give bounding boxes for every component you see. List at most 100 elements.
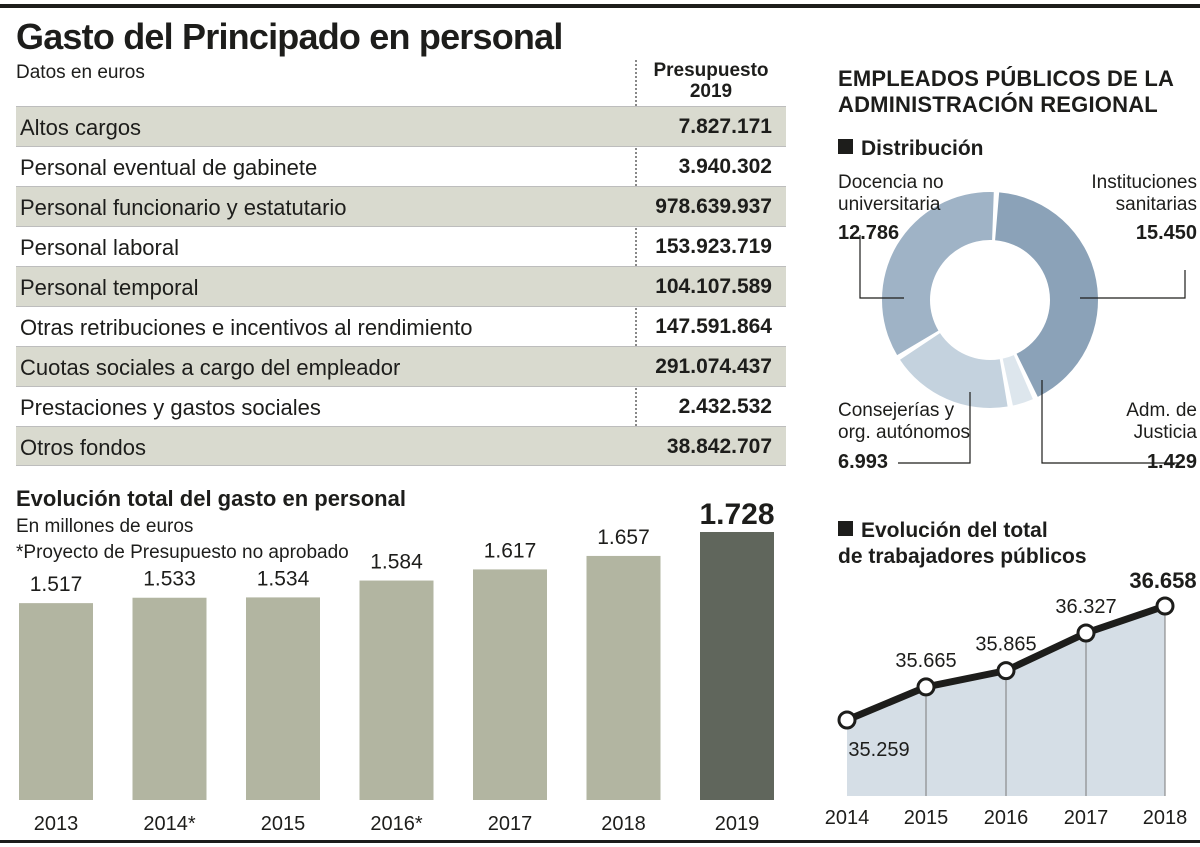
table-row: Otras retribuciones e incentivos al rend… <box>16 306 786 346</box>
table-row: Cuotas sociales a cargo del empleador 291… <box>16 346 786 386</box>
table-row: Altos cargos 7.827.171 <box>16 106 786 146</box>
year-label: 2018 <box>1143 807 1188 829</box>
bar <box>700 532 774 800</box>
bar-chart-title: Evolución total del gasto en personal <box>16 486 406 511</box>
leader-line <box>1080 270 1186 299</box>
bar <box>359 580 434 800</box>
trend-title-line1: Evolución del total <box>861 519 1048 542</box>
leader-line <box>1041 380 1180 464</box>
table-row: Personal laboral 153.923.719 <box>16 226 786 266</box>
bar-category-label: 2019 <box>715 813 760 835</box>
bar-value-label: 1.534 <box>257 567 310 590</box>
square-bullet-icon <box>838 139 853 154</box>
bar-value-label: 1.533 <box>143 568 196 591</box>
table-row: Personal temporal 104.107.589 <box>16 266 786 306</box>
year-label: 2017 <box>1064 807 1109 829</box>
donut-label-line: Consejerías y <box>838 400 955 421</box>
donut-slice-justicia <box>1002 355 1033 406</box>
row-label: Altos cargos <box>20 115 142 140</box>
row-label: Otras retribuciones e incentivos al rend… <box>20 315 473 340</box>
bar <box>246 597 320 800</box>
row-label: Personal eventual de gabinete <box>20 155 318 180</box>
year-label: 2015 <box>904 807 949 829</box>
donut-label: Consejerías y org. autónomos <box>838 400 970 444</box>
bar-value-label: 1.617 <box>484 539 537 562</box>
table-column-header: Presupuesto 2019 <box>636 60 786 102</box>
donut-slice-consejerias <box>900 333 1008 408</box>
data-point <box>916 677 936 697</box>
donut-label-line: Docencia no <box>838 172 944 193</box>
point-value-label: 35.865 <box>975 634 1036 656</box>
bar-category-label: 2015 <box>261 813 306 835</box>
leader-line <box>859 235 904 299</box>
row-value: 153.923.719 <box>655 235 772 258</box>
bar-value-label: 1.728 <box>699 498 774 531</box>
expense-table: Altos cargos 7.827.171 Personal eventual d… <box>16 106 786 466</box>
bar <box>132 597 207 800</box>
donut-label-line: Instituciones <box>1091 172 1197 193</box>
donut-slice-sanitarias <box>995 192 1098 397</box>
bar-chart: 1.517 2013 1.533 2014* 1.534 2015 1.584 2016* 1.… <box>19 498 775 835</box>
row-value: 291.074.437 <box>655 355 772 378</box>
bar-value-label: 1.584 <box>370 551 423 574</box>
row-value: 7.827.171 <box>678 115 772 138</box>
donut-slice-docencia <box>882 192 994 356</box>
donut-label-line: org. autónomos <box>838 422 971 443</box>
table-row: Prestaciones y gastos sociales 2.432.532 <box>16 386 786 426</box>
row-label: Otros fondos <box>20 435 146 460</box>
data-point <box>1155 596 1175 616</box>
column-header-line2: 2019 <box>689 81 733 102</box>
bar-category-label: 2018 <box>601 813 646 835</box>
bar-category-label: 2014* <box>143 813 195 835</box>
point-value-label: 36.658 <box>1129 568 1196 593</box>
donut-label: Instituciones sanitarias <box>1091 172 1197 216</box>
point-value-label: 35.259 <box>848 739 909 761</box>
donut-label: Adm. de Justicia <box>1126 400 1197 444</box>
donut-label: Docencia no universitaria <box>838 172 944 216</box>
data-point <box>996 661 1016 681</box>
bar-category-label: 2013 <box>34 813 79 835</box>
table-unit-note: Datos en euros <box>16 62 145 83</box>
donut-value: 12.786 <box>838 222 900 244</box>
donut-chart <box>859 192 1186 464</box>
donut-label-line: Adm. de <box>1126 400 1197 421</box>
donut-label-line: sanitarias <box>1115 194 1197 215</box>
donut-value: 6.993 <box>838 451 889 473</box>
data-point <box>837 710 857 730</box>
employees-title-line2: ADMINISTRACIÓN REGIONAL <box>838 92 1158 117</box>
bar-chart-unit: En millones de euros <box>16 516 194 537</box>
row-value: 978.639.937 <box>655 195 772 218</box>
row-label: Personal laboral <box>20 235 179 260</box>
page-title: Gasto del Principado en personal <box>16 16 563 57</box>
column-header-line1: Presupuesto <box>653 60 769 81</box>
bottom-rule <box>0 840 1200 843</box>
year-label: 2016 <box>984 807 1029 829</box>
row-value: 2.432.532 <box>678 395 772 418</box>
bar-value-label: 1.657 <box>597 526 650 549</box>
employees-title: EMPLEADOS PÚBLICOS DE LA ADMINISTRACIÓN … <box>838 66 1174 118</box>
square-bullet-icon <box>838 521 853 536</box>
trend-title: Evolución del total de trabajadores públ… <box>838 518 1087 570</box>
bar-chart-note: *Proyecto de Presupuesto no aprobado <box>16 542 349 563</box>
row-value: 147.591.864 <box>655 315 772 338</box>
row-value: 38.842.707 <box>666 435 772 458</box>
distribution-title-text: Distribución <box>861 137 984 160</box>
row-label: Cuotas sociales a cargo del empleador <box>20 355 401 380</box>
top-rule <box>0 4 1200 8</box>
bar-category-label: 2016* <box>370 813 422 835</box>
row-value: 3.940.302 <box>678 155 772 178</box>
employees-title-line1: EMPLEADOS PÚBLICOS DE LA <box>838 66 1175 91</box>
year-label: 2014 <box>825 807 870 829</box>
bar <box>586 555 661 800</box>
point-value-label: 35.665 <box>895 650 956 672</box>
row-value: 104.107.589 <box>655 275 772 298</box>
bar-value-label: 1.517 <box>30 573 83 596</box>
bar-category-label: 2017 <box>488 813 533 835</box>
bar <box>19 603 93 800</box>
trend-title-line2: de trabajadores públicos <box>838 545 1087 568</box>
donut-label-line: Justicia <box>1133 422 1197 443</box>
row-label: Personal temporal <box>20 275 199 300</box>
leader-line <box>898 392 971 464</box>
table-row: Otros fondos 38.842.707 <box>16 426 786 466</box>
column-divider <box>635 60 637 466</box>
